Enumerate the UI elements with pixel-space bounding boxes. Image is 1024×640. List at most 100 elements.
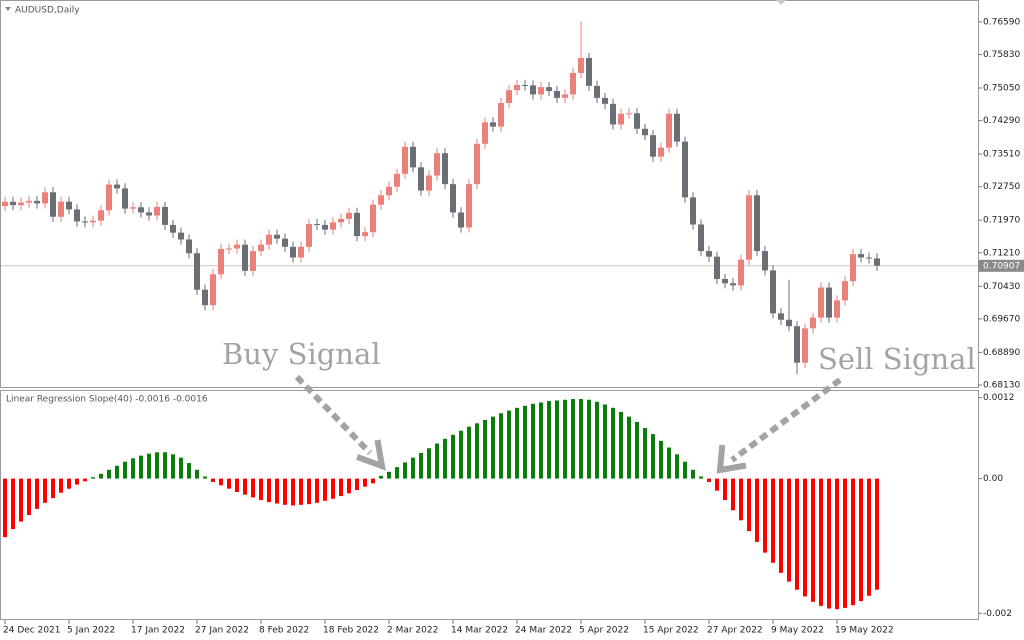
candle-body — [634, 113, 640, 129]
slope-bar — [491, 416, 495, 479]
slope-bar — [195, 469, 199, 479]
candle-body — [866, 257, 872, 259]
candle-body — [858, 254, 864, 258]
candle-body — [410, 146, 416, 168]
y-tick-label: 0.68890 — [983, 348, 1020, 358]
slope-bar — [803, 478, 807, 597]
slope-bar — [43, 478, 47, 503]
x-tick-label: 8 Feb 2022 — [259, 626, 309, 636]
candle-body — [810, 317, 816, 329]
candle-body — [730, 283, 736, 286]
candle-body — [10, 201, 16, 206]
candle-body — [706, 251, 712, 257]
candle-body — [586, 57, 592, 86]
slope-bar — [131, 458, 135, 479]
slope-bar — [331, 478, 335, 499]
slope-bar — [163, 452, 167, 479]
slope-bar — [755, 478, 759, 542]
candle-body — [794, 326, 800, 363]
current-price-label: 0.70907 — [983, 261, 1020, 271]
candle-body — [778, 313, 784, 320]
candle-body — [34, 200, 40, 204]
candle-body — [122, 188, 128, 209]
candle-body — [274, 234, 280, 239]
candle-body — [306, 224, 312, 247]
slope-bar — [539, 402, 543, 479]
slope-bar — [667, 447, 671, 479]
slope-bar — [651, 434, 655, 479]
slope-bar — [411, 457, 415, 479]
candle-body — [698, 224, 704, 252]
slope-bar — [371, 478, 375, 484]
candle-body — [674, 113, 680, 142]
candle-body — [738, 259, 744, 286]
slope-bar — [35, 478, 39, 509]
indicator-panel — [0, 390, 979, 620]
candle-body — [226, 248, 232, 250]
candle-body — [570, 72, 576, 95]
slope-bar — [483, 419, 487, 479]
candle-body — [618, 113, 624, 125]
candle-body — [106, 184, 112, 211]
candle-body — [74, 209, 80, 222]
buy-signal-label: Buy Signal — [222, 337, 381, 371]
slope-bar — [299, 478, 303, 505]
candle-body — [314, 224, 320, 226]
candle-body — [234, 244, 240, 249]
slope-bar — [507, 410, 511, 479]
slope-bar — [459, 430, 463, 479]
slope-bar — [291, 478, 295, 506]
plot-layer: 0.76590 0.75830 0.75050 0.74290 0.73510 0.727… — [1, 17, 1024, 636]
candle-body — [514, 84, 520, 91]
slope-bar — [347, 478, 351, 494]
slope-bar — [643, 428, 647, 479]
x-tick-label: 5 Apr 2022 — [579, 626, 629, 636]
y-tick-label: 0.76590 — [983, 17, 1020, 27]
candle-body — [50, 192, 56, 217]
candle-body — [2, 201, 8, 207]
slope-bar — [427, 448, 431, 479]
slope-bar — [763, 478, 767, 553]
slope-bar — [83, 478, 87, 482]
candle-body — [682, 141, 688, 198]
slope-bar — [27, 478, 31, 515]
slope-bar — [211, 478, 215, 482]
candle-body — [146, 212, 152, 216]
slope-bar — [235, 478, 239, 493]
slope-bar — [475, 423, 479, 479]
y-tick-label: 0.69670 — [983, 314, 1020, 324]
candle-body — [362, 232, 368, 237]
slope-bar — [339, 478, 343, 497]
candle-body — [594, 85, 600, 98]
slope-bar — [739, 478, 743, 521]
candle-body — [58, 201, 64, 217]
candle-body — [354, 212, 360, 237]
candle-body — [626, 113, 632, 115]
y-tick-label: 0.71210 — [983, 248, 1020, 258]
slope-bar — [675, 454, 679, 479]
slope-bar — [819, 478, 823, 606]
candle-body — [418, 167, 424, 191]
slope-bar — [227, 478, 231, 489]
slope-bar — [579, 399, 583, 479]
y-tick-label: 0.73510 — [983, 150, 1020, 160]
slope-bar — [387, 471, 391, 479]
x-tick-label: 24 Dec 2021 — [3, 626, 61, 636]
slope-bar — [699, 476, 703, 479]
slope-bar — [603, 404, 607, 479]
candle-body — [170, 224, 176, 233]
x-tick-label: 24 Mar 2022 — [515, 626, 572, 636]
slope-bar — [691, 469, 695, 479]
y-tick-label: 0.68130 — [983, 380, 1020, 390]
slope-bar — [363, 478, 367, 487]
candle-body — [202, 289, 208, 306]
x-tick-label: 14 Mar 2022 — [451, 626, 508, 636]
candle-body — [826, 287, 832, 318]
candle-body — [818, 287, 824, 318]
slope-bar — [747, 478, 751, 532]
slope-bar — [499, 413, 503, 479]
slope-bar — [571, 399, 575, 479]
slope-bar — [683, 461, 687, 479]
buy-arrow — [294, 374, 386, 471]
